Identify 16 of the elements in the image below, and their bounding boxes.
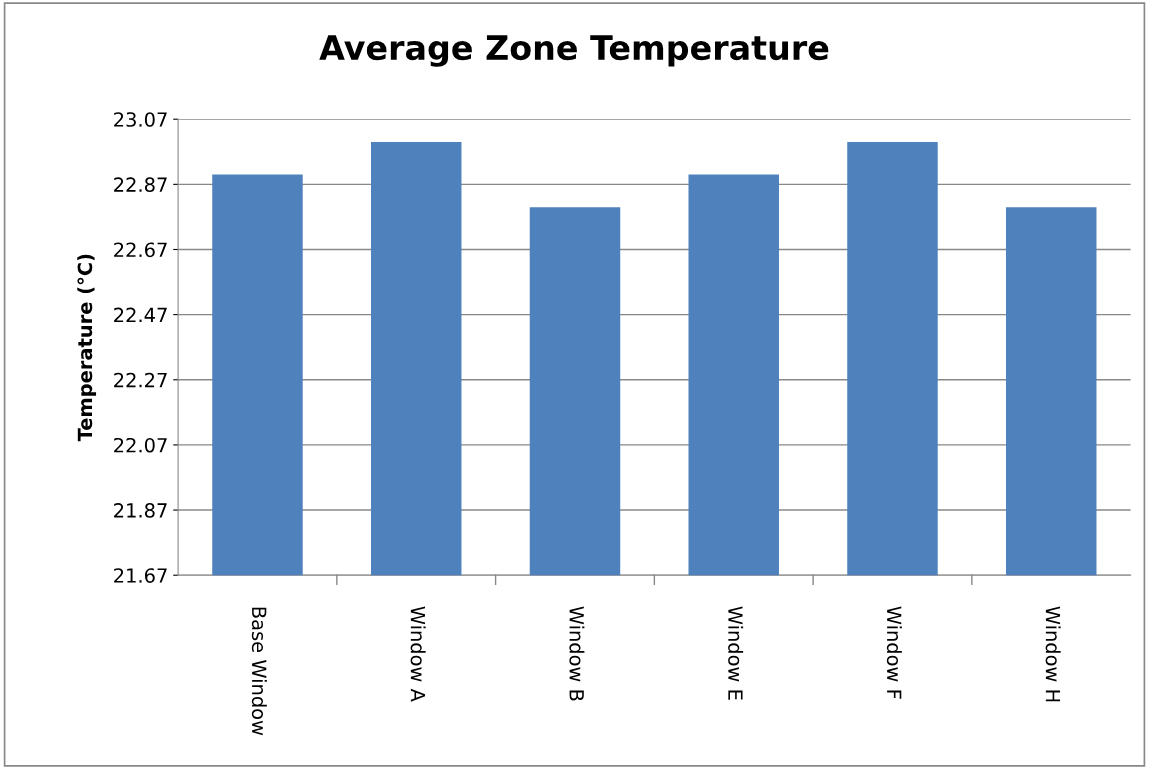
y-tick-label: 21.87: [114, 503, 167, 518]
x-tick-label: Window F: [886, 606, 902, 699]
x-tick-label: Window H: [1045, 606, 1061, 702]
y-axis-title: Temperature (°C): [77, 254, 97, 442]
x-tick-label: Window A: [410, 606, 426, 702]
x-tick-label: Base Window: [251, 607, 267, 736]
y-tick-label: 22.47: [114, 307, 167, 323]
y-tick-label: 21.67: [114, 568, 167, 583]
y-tick-label: 23.07: [114, 112, 167, 127]
x-tick-label: Window B: [569, 606, 585, 701]
y-tick-label: 22.67: [114, 242, 167, 258]
chart-title: Average Zone Temperature: [319, 35, 829, 67]
x-tick-label: Window E: [728, 606, 744, 700]
y-tick-label: 22.87: [114, 177, 167, 192]
y-tick-label: 22.07: [114, 437, 167, 453]
y-tick-label: 22.27: [114, 372, 167, 388]
